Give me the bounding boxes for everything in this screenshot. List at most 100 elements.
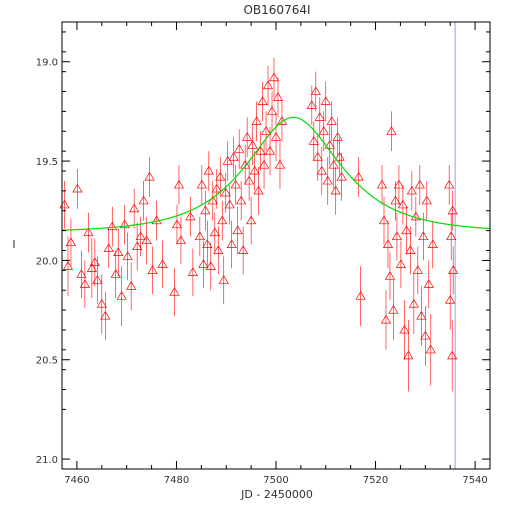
data-point (314, 97, 325, 138)
triangle-marker (126, 281, 137, 290)
data-point (116, 266, 127, 326)
triangle-marker (316, 165, 327, 175)
triangle-marker (92, 275, 103, 284)
triangle-marker (257, 96, 268, 105)
data-point (141, 216, 152, 265)
triangle-marker (171, 219, 183, 229)
triangle-marker (274, 159, 286, 169)
data-point (388, 280, 399, 340)
data-point (258, 141, 270, 189)
data-point (316, 147, 327, 195)
triangle-marker (425, 344, 436, 354)
triangle-marker (135, 231, 146, 241)
triangle-marker (203, 165, 214, 175)
data-point (391, 212, 403, 261)
triangle-marker (312, 151, 323, 161)
data-point (393, 165, 405, 205)
data-point (202, 220, 213, 269)
triangle-marker (113, 247, 124, 256)
data-point (59, 180, 70, 229)
triangle-marker (62, 261, 74, 270)
data-point (196, 165, 207, 205)
data-point (390, 180, 401, 221)
data-point (328, 141, 339, 189)
triangle-marker (198, 259, 209, 268)
data-point (173, 165, 185, 205)
data-point (412, 246, 423, 295)
data-point (65, 218, 77, 267)
triangle-marker (314, 112, 325, 121)
data-point (92, 256, 103, 305)
data-point (320, 81, 331, 122)
triangle-marker (255, 145, 266, 155)
data-point (135, 216, 146, 257)
data-point (240, 145, 251, 185)
data-point (334, 137, 345, 177)
triangle-marker (378, 215, 390, 225)
triangle-marker (406, 185, 417, 195)
triangle-marker (330, 185, 341, 195)
triangle-marker (107, 221, 118, 231)
triangle-marker (217, 215, 228, 225)
triangle-marker (355, 290, 366, 300)
data-point (399, 300, 410, 360)
triangle-marker (403, 350, 414, 360)
data-point (175, 216, 187, 265)
triangle-marker (332, 132, 343, 141)
triangle-marker (326, 116, 337, 125)
triangle-marker (444, 179, 455, 189)
triangle-marker (247, 139, 258, 149)
triangle-marker (220, 187, 231, 197)
triangle-marker (147, 265, 158, 274)
data-point (217, 200, 228, 241)
triangle-marker (421, 195, 432, 205)
data-point (445, 270, 456, 330)
data-point (119, 204, 130, 245)
triangle-marker (200, 205, 211, 215)
data-point (416, 286, 427, 346)
data-point (446, 212, 457, 261)
triangle-marker (244, 175, 255, 185)
data-point (171, 204, 183, 245)
data-point (220, 172, 231, 213)
triangle-marker (386, 126, 397, 135)
triangle-marker (213, 245, 224, 254)
triangle-marker (209, 227, 220, 237)
triangle-marker (228, 151, 239, 161)
triangle-marker (246, 215, 257, 225)
data-point (384, 252, 396, 301)
model-curve (61, 116, 491, 231)
triangle-marker (205, 261, 216, 270)
data-point (353, 157, 364, 197)
triangle-marker (79, 279, 91, 288)
data-point (246, 196, 257, 245)
y-tick-label: 19.0 (36, 58, 58, 69)
data-point (236, 180, 247, 221)
triangle-marker (416, 310, 427, 320)
triangle-marker (76, 269, 87, 278)
triangle-marker (384, 271, 396, 280)
data-point (144, 157, 155, 197)
data-point (107, 206, 118, 247)
triangle-marker (173, 179, 185, 189)
triangle-marker (447, 205, 458, 215)
data-point (129, 188, 140, 229)
data-point (230, 165, 241, 205)
triangle-marker (86, 263, 97, 272)
data-point (209, 212, 220, 253)
triangle-marker (215, 171, 226, 181)
data-point (380, 290, 392, 350)
data-point (330, 167, 341, 215)
x-axis-title: JD - 2450000 (240, 488, 313, 501)
data-point (410, 196, 421, 237)
triangle-marker (272, 92, 284, 101)
y-tick-label: 21.0 (36, 455, 58, 466)
data-point (447, 320, 458, 392)
data-point (234, 129, 245, 170)
triangle-marker (253, 185, 264, 195)
data-point (126, 262, 137, 311)
y-tick-label: 19.5 (36, 157, 58, 168)
triangle-marker (401, 225, 412, 235)
triangle-marker (218, 275, 229, 284)
triangle-marker (240, 159, 251, 169)
